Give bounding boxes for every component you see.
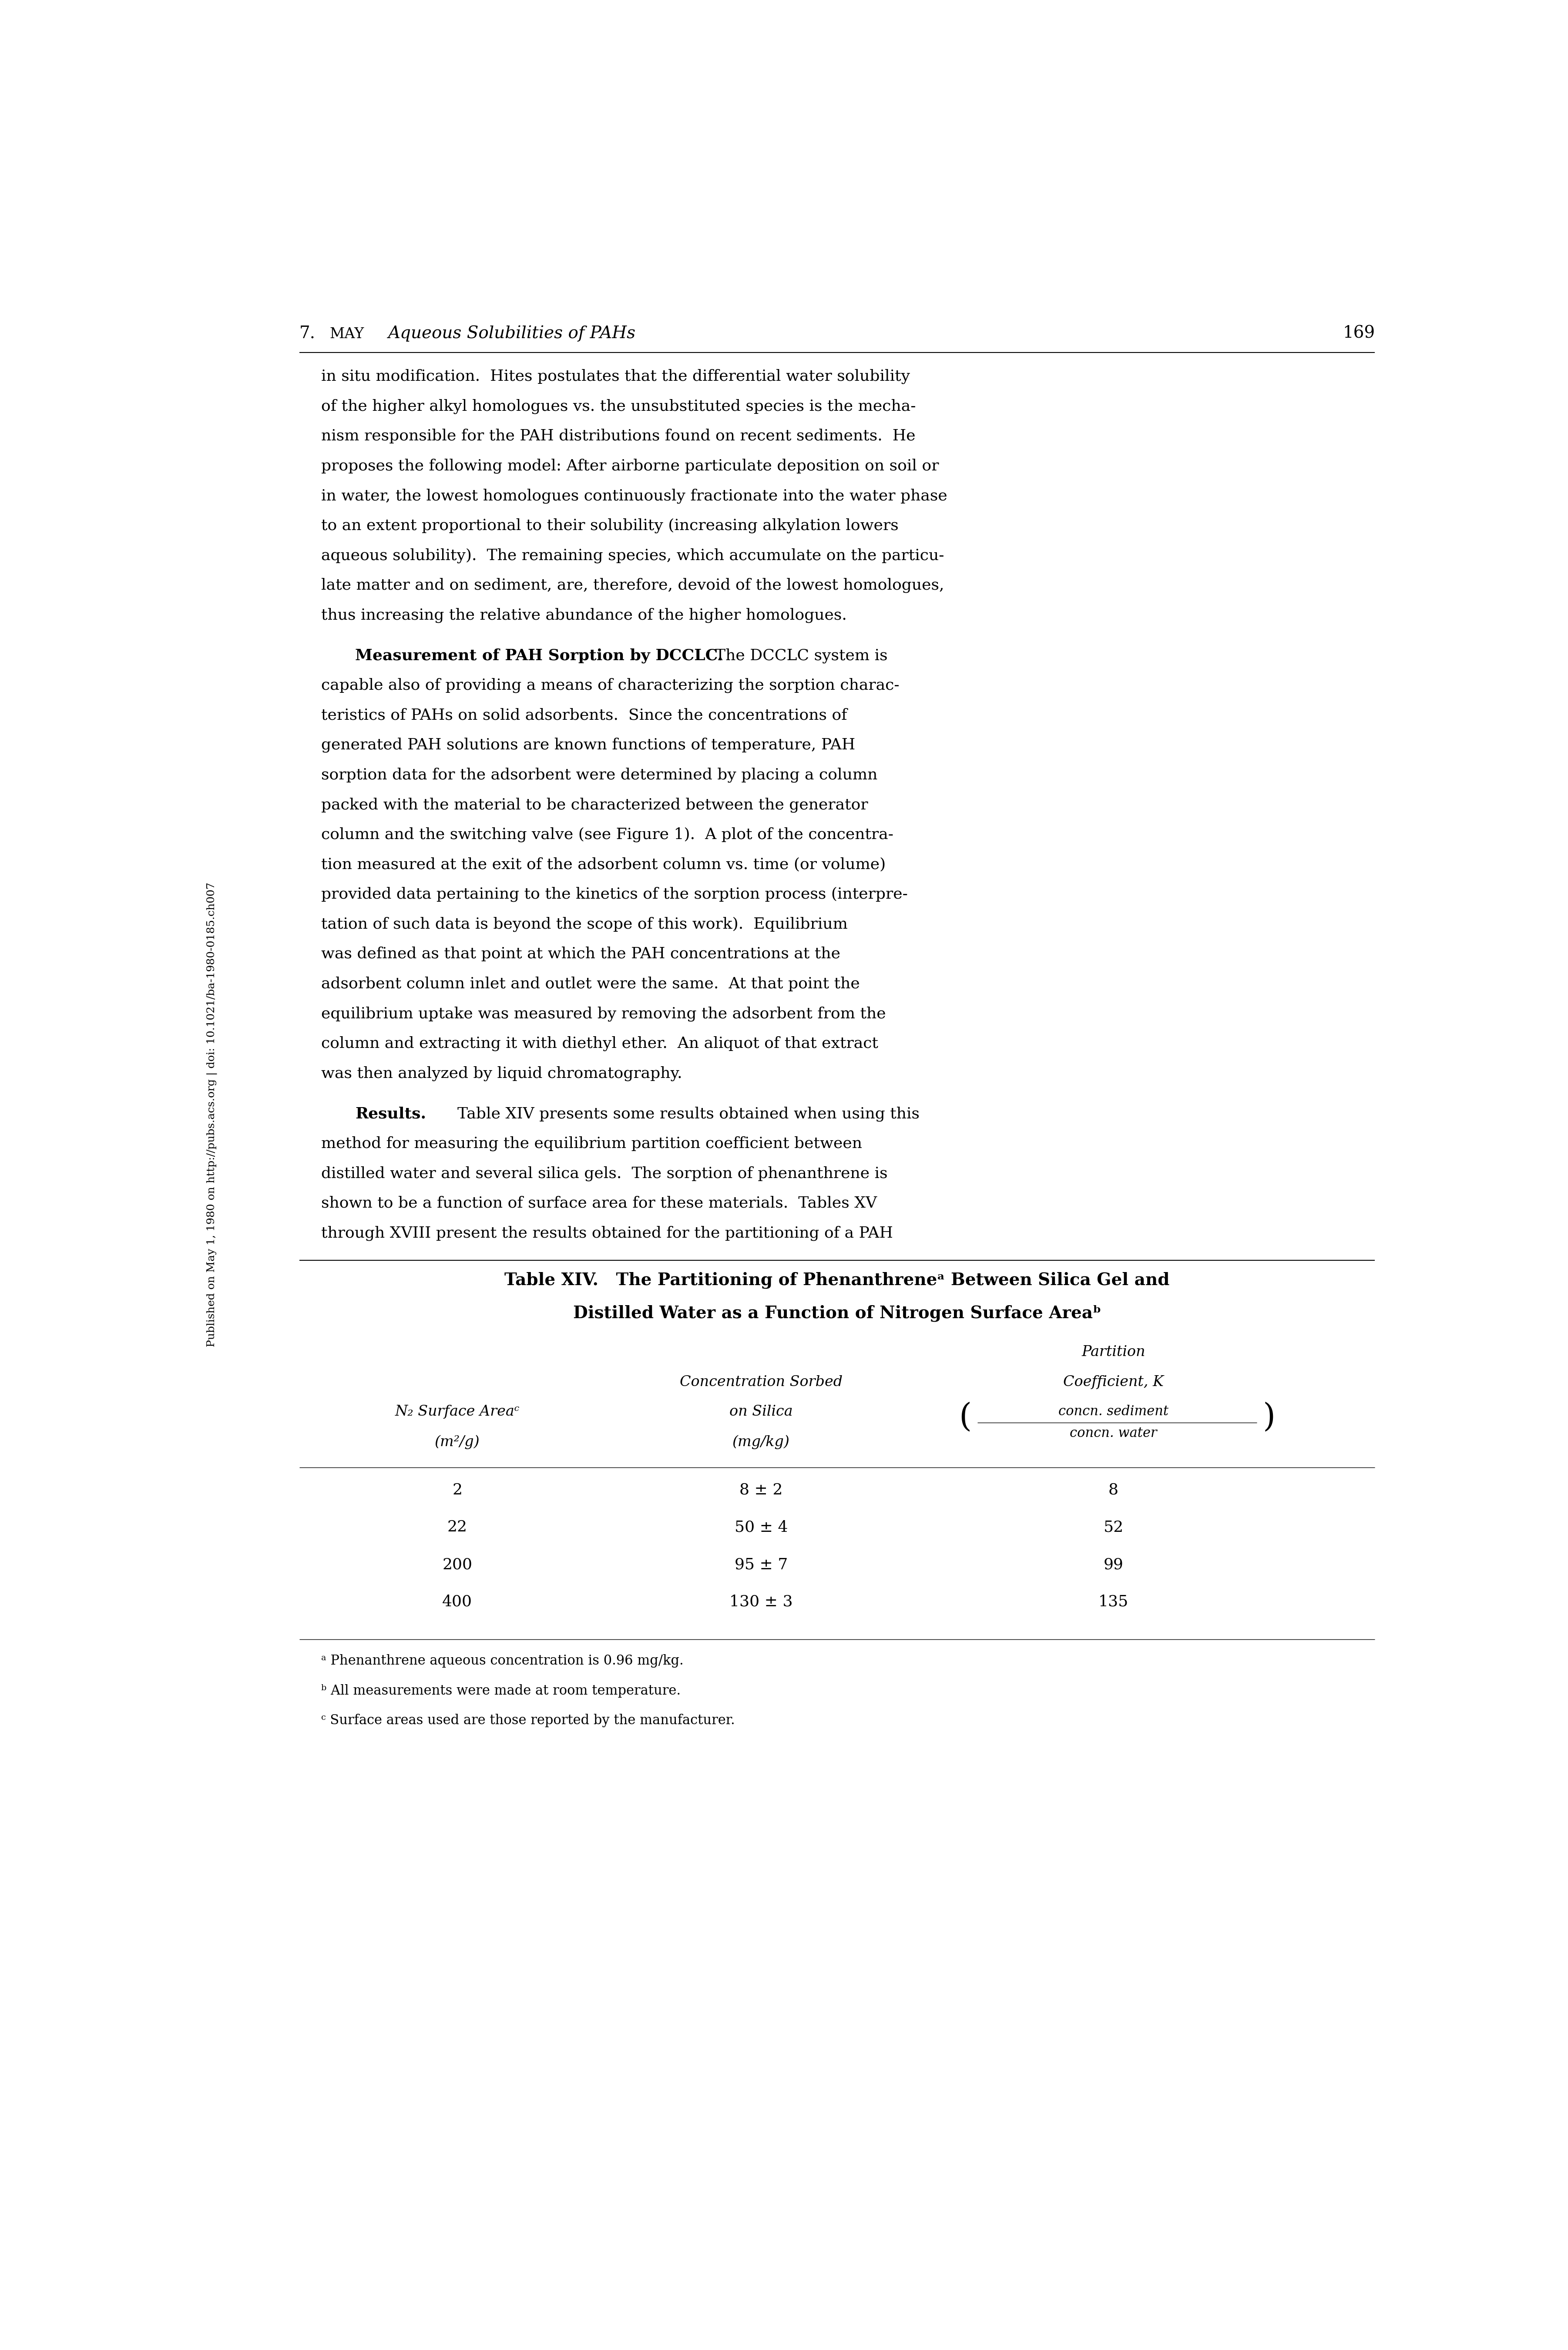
Text: late matter and on sediment, are, therefore, devoid of the lowest homologues,: late matter and on sediment, are, theref… (321, 578, 944, 592)
Text: adsorbent column inlet and outlet were the same.  At that point the: adsorbent column inlet and outlet were t… (321, 978, 859, 992)
Text: sorption data for the adsorbent were determined by placing a column: sorption data for the adsorbent were det… (321, 768, 878, 783)
Text: Measurement of PAH Sorption by DCCLC.: Measurement of PAH Sorption by DCCLC. (356, 649, 723, 663)
Text: 135: 135 (1099, 1596, 1129, 1610)
Text: (mg/kg): (mg/kg) (732, 1436, 790, 1450)
Text: (m²/g): (m²/g) (434, 1436, 480, 1450)
Text: packed with the material to be characterized between the generator: packed with the material to be character… (321, 797, 869, 813)
Text: method for measuring the equilibrium partition coefficient between: method for measuring the equilibrium par… (321, 1135, 862, 1152)
Text: 95 ± 7: 95 ± 7 (734, 1558, 787, 1572)
Text: ᵃ Phenanthrene aqueous concentration is 0.96 mg/kg.: ᵃ Phenanthrene aqueous concentration is … (321, 1654, 684, 1668)
Text: on Silica: on Silica (729, 1405, 793, 1419)
Text: 200: 200 (442, 1558, 472, 1572)
Text: The DCCLC system is: The DCCLC system is (706, 649, 887, 663)
Text: 50 ± 4: 50 ± 4 (734, 1520, 787, 1535)
Text: concn. sediment: concn. sediment (1058, 1405, 1168, 1419)
Text: Concentration Sorbed: Concentration Sorbed (679, 1375, 842, 1389)
Text: distilled water and several silica gels.  The sorption of phenanthrene is: distilled water and several silica gels.… (321, 1166, 887, 1182)
Text: ᶜ Surface areas used are those reported by the manufacturer.: ᶜ Surface areas used are those reported … (321, 1713, 735, 1727)
Text: teristics of PAHs on solid adsorbents.  Since the concentrations of: teristics of PAHs on solid adsorbents. S… (321, 707, 847, 721)
Text: Coefficient, K: Coefficient, K (1063, 1375, 1163, 1389)
Text: in water, the lowest homologues continuously fractionate into the water phase: in water, the lowest homologues continuo… (321, 489, 947, 503)
Text: 130 ± 3: 130 ± 3 (729, 1596, 793, 1610)
Text: equilibrium uptake was measured by removing the adsorbent from the: equilibrium uptake was measured by remov… (321, 1006, 886, 1022)
Text: Partition: Partition (1082, 1344, 1145, 1358)
Text: Results.: Results. (356, 1107, 426, 1121)
Text: Table XIV presents some results obtained when using this: Table XIV presents some results obtained… (447, 1107, 920, 1121)
Text: MAY: MAY (329, 327, 364, 341)
Text: (: ( (960, 1401, 972, 1433)
Text: Published on May 1, 1980 on http://pubs.acs.org | doi: 10.1021/ba-1980-0185.ch00: Published on May 1, 1980 on http://pubs.… (207, 881, 216, 1347)
Text: 2: 2 (452, 1483, 463, 1497)
Text: ᵇ All measurements were made at room temperature.: ᵇ All measurements were made at room tem… (321, 1685, 681, 1697)
Text: ): ) (1262, 1401, 1275, 1433)
Text: was then analyzed by liquid chromatography.: was then analyzed by liquid chromatograp… (321, 1067, 682, 1081)
Text: concn. water: concn. water (1069, 1426, 1157, 1441)
Text: 7.: 7. (299, 324, 315, 341)
Text: 169: 169 (1342, 324, 1375, 341)
Text: tation of such data is beyond the scope of this work).  Equilibrium: tation of such data is beyond the scope … (321, 916, 848, 931)
Text: column and extracting it with diethyl ether.  An aliquot of that extract: column and extracting it with diethyl et… (321, 1036, 878, 1050)
Text: generated PAH solutions are known functions of temperature, PAH: generated PAH solutions are known functi… (321, 738, 855, 752)
Text: 22: 22 (447, 1520, 467, 1535)
Text: capable also of providing a means of characterizing the sorption charac-: capable also of providing a means of cha… (321, 677, 900, 693)
Text: Aqueous Solubilities of PAHs: Aqueous Solubilities of PAHs (387, 324, 635, 341)
Text: through XVIII present the results obtained for the partitioning of a PAH: through XVIII present the results obtain… (321, 1227, 894, 1241)
Text: 99: 99 (1104, 1558, 1123, 1572)
Text: aqueous solubility).  The remaining species, which accumulate on the particu-: aqueous solubility). The remaining speci… (321, 548, 944, 564)
Text: of the higher alkyl homologues vs. the unsubstituted species is the mecha-: of the higher alkyl homologues vs. the u… (321, 400, 916, 414)
Text: N₂ Surface Areaᶜ: N₂ Surface Areaᶜ (395, 1405, 519, 1419)
Text: in situ modification.  Hites postulates that the differential water solubility: in situ modification. Hites postulates t… (321, 369, 909, 383)
Text: was defined as that point at which the PAH concentrations at the: was defined as that point at which the P… (321, 947, 840, 961)
Text: to an extent proportional to their solubility (increasing alkylation lowers: to an extent proportional to their solub… (321, 517, 898, 533)
Text: 52: 52 (1104, 1520, 1124, 1535)
Text: 8 ± 2: 8 ± 2 (740, 1483, 782, 1497)
Text: Table XIV.   The Partitioning of Phenanthreneᵃ Between Silica Gel and: Table XIV. The Partitioning of Phenanthr… (505, 1271, 1170, 1288)
Text: Distilled Water as a Function of Nitrogen Surface Areaᵇ: Distilled Water as a Function of Nitroge… (572, 1304, 1101, 1321)
Text: tion measured at the exit of the adsorbent column vs. time (or volume): tion measured at the exit of the adsorbe… (321, 858, 886, 872)
Text: nism responsible for the PAH distributions found on recent sediments.  He: nism responsible for the PAH distributio… (321, 428, 916, 444)
Text: provided data pertaining to the kinetics of the sorption process (interpre-: provided data pertaining to the kinetics… (321, 886, 908, 902)
Text: column and the switching valve (see Figure 1).  A plot of the concentra-: column and the switching valve (see Figu… (321, 827, 894, 841)
Text: thus increasing the relative abundance of the higher homologues.: thus increasing the relative abundance o… (321, 609, 847, 623)
Text: shown to be a function of surface area for these materials.  Tables XV: shown to be a function of surface area f… (321, 1196, 877, 1210)
Text: proposes the following model: After airborne particulate deposition on soil or: proposes the following model: After airb… (321, 458, 939, 472)
Text: 400: 400 (442, 1596, 472, 1610)
Text: 8: 8 (1109, 1483, 1118, 1497)
